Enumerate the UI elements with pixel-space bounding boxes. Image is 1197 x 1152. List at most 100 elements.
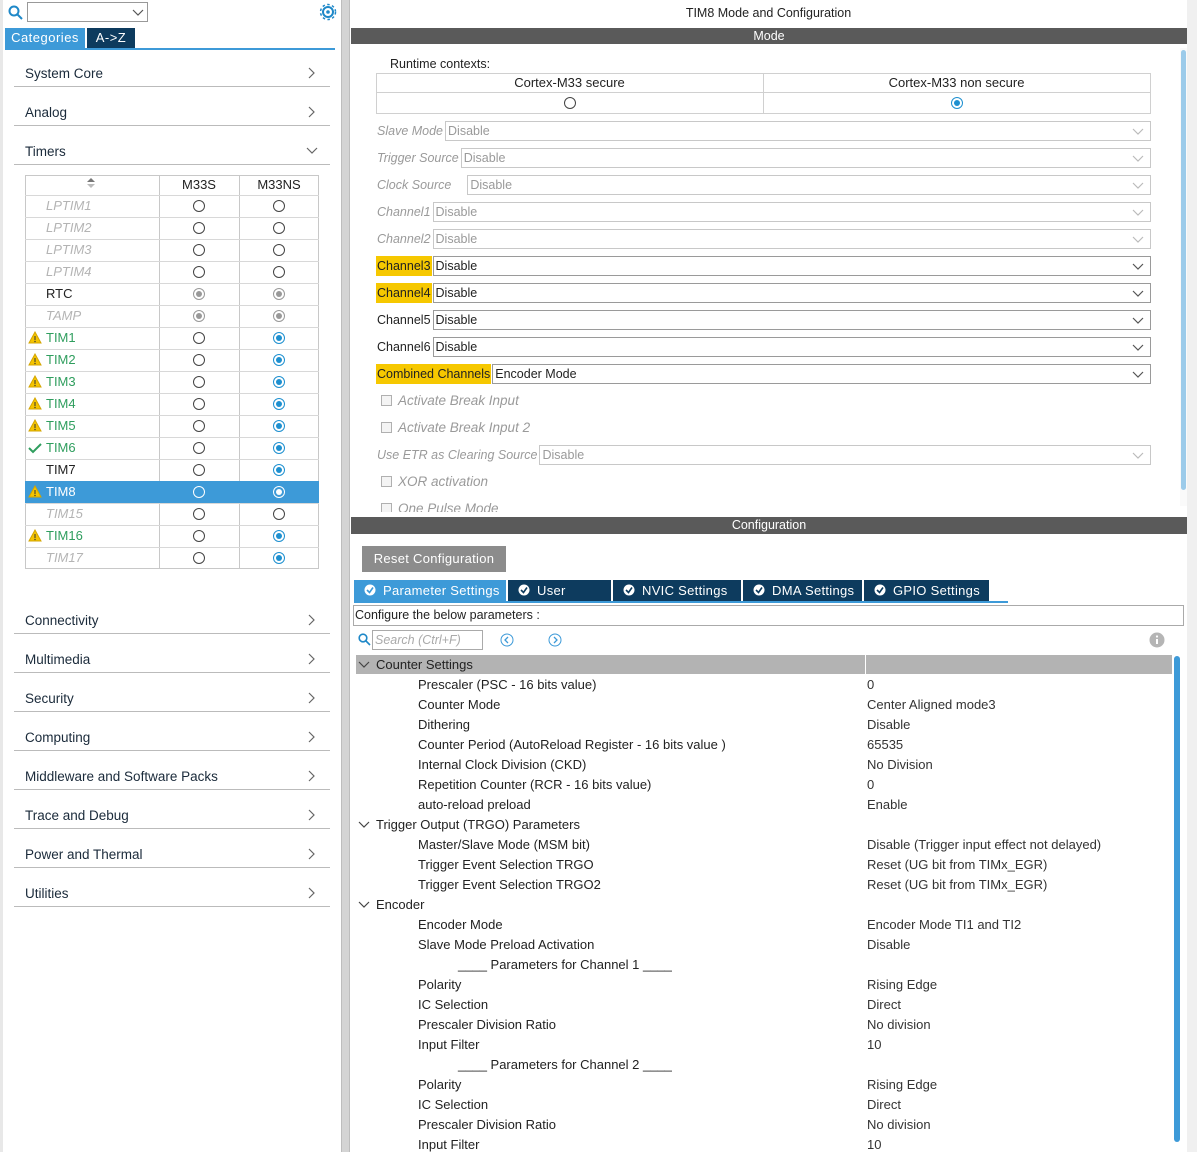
field-label: Channel2 [377, 232, 431, 246]
field-row: Channel5 Disable [376, 310, 1151, 330]
tree-group[interactable]: Counter Settings [376, 657, 473, 672]
chevron-svg [1132, 371, 1144, 378]
category-label[interactable]: Security [25, 691, 74, 706]
param-value[interactable]: No division [867, 1017, 931, 1032]
checkbox-label: Activate Break Input [398, 393, 519, 408]
category-divider [14, 867, 330, 868]
param-value[interactable]: No Division [867, 757, 933, 772]
search-icon [8, 5, 24, 21]
peripheral-name[interactable]: TIM15 [46, 506, 83, 521]
peripheral-name[interactable]: TIM7 [46, 462, 76, 477]
tab-check-svg [874, 584, 886, 596]
category-label[interactable]: Utilities [25, 886, 69, 901]
radio-svg [193, 508, 205, 520]
peripheral-name[interactable]: TAMP [46, 308, 82, 323]
param-value[interactable]: Center Aligned mode3 [867, 697, 996, 712]
param-value[interactable]: 10 [867, 1137, 882, 1152]
splitter[interactable] [341, 0, 350, 1152]
checkbox[interactable] [381, 422, 392, 433]
category-label[interactable]: Trace and Debug [25, 808, 129, 823]
param-value[interactable]: Rising Edge [867, 1077, 938, 1092]
radio-svg [193, 552, 205, 564]
param-value[interactable]: Disable [867, 937, 911, 952]
param-value[interactable]: Enable [867, 797, 908, 812]
panel-title: TIM8 Mode and Configuration [685, 6, 852, 20]
peripheral-name[interactable]: LPTIM1 [46, 198, 92, 213]
param-value[interactable]: 10 [867, 1037, 882, 1052]
param-value[interactable]: Rising Edge [867, 977, 938, 992]
row-divider [25, 371, 319, 372]
field-label: Clock Source [377, 178, 452, 192]
checkbox[interactable] [381, 395, 392, 406]
param-value[interactable]: Reset (UG bit from TIMx_EGR) [867, 877, 1048, 892]
param-value[interactable]: Disable [867, 717, 911, 732]
warning-icon [28, 330, 42, 344]
category-divider [14, 672, 330, 673]
reset-button[interactable]: Reset Configuration [362, 546, 506, 572]
chevron [1132, 368, 1144, 380]
category-label[interactable]: Timers [25, 144, 66, 159]
peripheral-name[interactable]: TIM2 [46, 352, 76, 367]
param-value[interactable]: Disable (Trigger input effect not delaye… [867, 837, 1102, 852]
radio [192, 287, 206, 301]
peripheral-name[interactable]: LPTIM4 [46, 264, 92, 279]
param-value[interactable]: No division [867, 1117, 931, 1132]
config-tab[interactable]: NVIC Settings [613, 580, 741, 601]
tree-scrollbar[interactable] [1174, 656, 1180, 1142]
search-input[interactable]: Search (Ctrl+F) [372, 630, 483, 650]
peripheral-name[interactable]: LPTIM2 [46, 220, 92, 235]
field-dropdown[interactable]: Disable [432, 256, 1151, 276]
category-label[interactable]: Middleware and Software Packs [25, 769, 218, 784]
field-dropdown[interactable]: Disable [432, 337, 1151, 357]
peripheral-name[interactable]: TIM1 [46, 330, 76, 345]
param-value[interactable]: Reset (UG bit from TIMx_EGR) [867, 857, 1048, 872]
mode-scrollbar[interactable] [1181, 50, 1186, 490]
param-value[interactable]: Direct [867, 1097, 901, 1112]
peripheral-name[interactable]: TIM5 [46, 418, 76, 433]
radio [272, 441, 286, 455]
field-dropdown[interactable]: Disable [432, 310, 1151, 330]
peripheral-name[interactable]: TIM8 [46, 484, 76, 499]
param-value[interactable]: 0 [867, 777, 875, 792]
param-value[interactable]: Encoder Mode TI1 and TI2 [867, 917, 1022, 932]
tree-header-divider [865, 655, 866, 674]
sidebar-tab[interactable]: A->Z [87, 28, 135, 48]
info-icon-svg [1149, 632, 1165, 648]
checkbox[interactable] [381, 503, 392, 512]
radio [272, 287, 286, 301]
chevron [306, 106, 318, 118]
peripheral-name[interactable]: RTC [46, 286, 73, 301]
param-label: Slave Mode Preload Activation [418, 937, 595, 952]
mode-clip: Runtime contexts: Cortex-M33 secure Cortex… [0, 0, 1180, 512]
filter-dropdown[interactable] [27, 2, 148, 22]
category-label[interactable]: Analog [25, 105, 68, 120]
peripheral-name[interactable]: TIM16 [46, 528, 83, 543]
tree-group[interactable]: Encoder [376, 897, 425, 912]
chevron [1132, 206, 1144, 218]
param-value[interactable]: 65535 [867, 737, 904, 752]
peripheral-name[interactable]: TIM6 [46, 440, 76, 455]
peripheral-name[interactable]: LPTIM3 [46, 242, 92, 257]
config-tab[interactable]: DMA Settings [743, 580, 862, 601]
category-label[interactable]: Connectivity [25, 613, 99, 628]
tree-group[interactable]: Trigger Output (TRGO) Parameters [376, 817, 580, 832]
config-tab[interactable]: GPIO Settings [864, 580, 989, 601]
config-tab[interactable]: User Constants [508, 580, 611, 619]
row-divider [25, 217, 319, 218]
checkbox[interactable] [381, 476, 392, 487]
field-dropdown[interactable]: Encoder Mode [492, 364, 1151, 384]
category-label[interactable]: Multimedia [25, 652, 91, 667]
peripheral-name[interactable]: TIM17 [46, 550, 83, 565]
chevron-svg [308, 770, 315, 782]
category-label[interactable]: Computing [25, 730, 91, 745]
field-value: Disable [463, 151, 506, 165]
config-tab[interactable]: Parameter Settings [354, 580, 506, 601]
param-value[interactable]: Direct [867, 997, 901, 1012]
sidebar-tab[interactable]: Categories [5, 28, 85, 48]
peripheral-name[interactable]: TIM4 [46, 396, 76, 411]
param-value[interactable]: 0 [867, 677, 875, 692]
peripheral-name[interactable]: TIM3 [46, 374, 76, 389]
field-dropdown[interactable]: Disable [432, 283, 1151, 303]
category-label[interactable]: Power and Thermal [25, 847, 143, 862]
category-label[interactable]: System Core [25, 66, 104, 81]
